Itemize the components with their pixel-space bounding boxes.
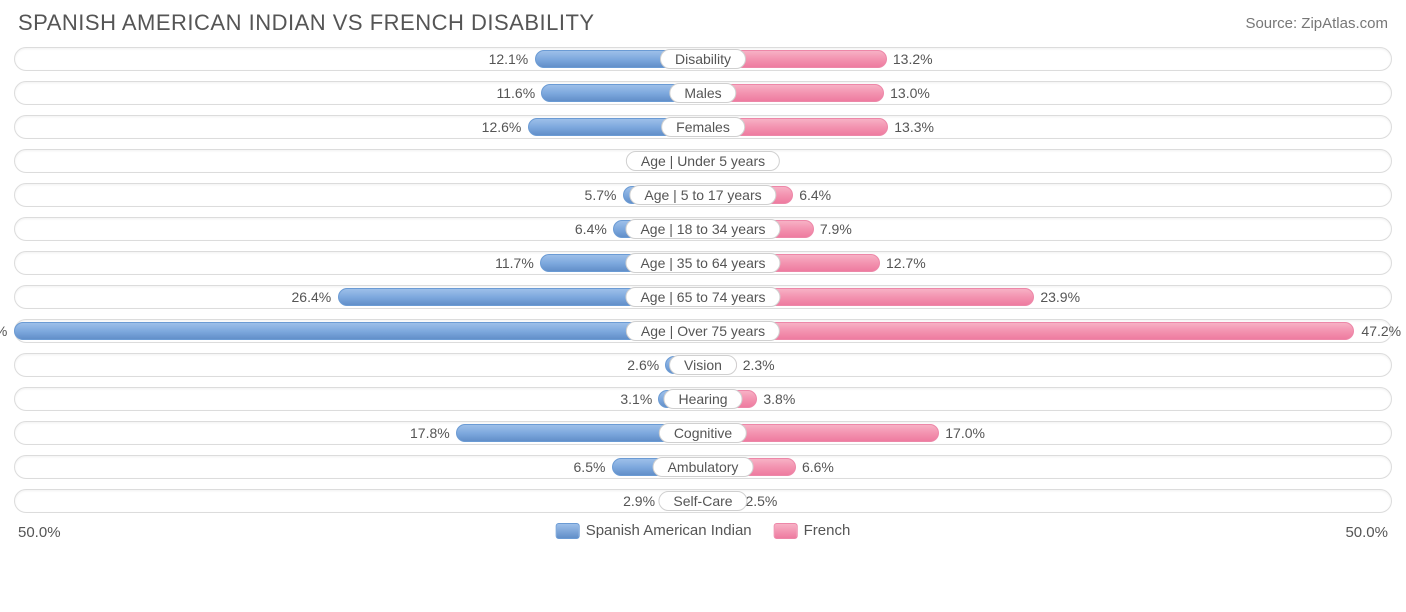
axis-max-right: 50.0%	[1345, 524, 1388, 541]
value-label-left: 17.8%	[410, 425, 450, 441]
bar-row: 12.6% 13.3% Females	[14, 112, 1392, 142]
category-label: Hearing	[663, 389, 742, 409]
value-label-left: 11.6%	[496, 85, 535, 101]
category-label: Disability	[660, 49, 746, 69]
value-label-right: 47.2%	[1361, 323, 1401, 339]
bar-row: 11.6% 13.0% Males	[14, 78, 1392, 108]
source-attribution: Source: ZipAtlas.com	[1245, 15, 1388, 32]
category-label: Vision	[669, 355, 737, 375]
bar-row: 26.4% 23.9% Age | 65 to 74 years	[14, 282, 1392, 312]
bar-row: 2.6% 2.3% Vision	[14, 350, 1392, 380]
legend-label-right: French	[804, 522, 851, 539]
value-label-left: 12.6%	[482, 119, 522, 135]
category-label: Age | Over 75 years	[626, 321, 780, 341]
bar-row: 6.4% 7.9% Age | 18 to 34 years	[14, 214, 1392, 244]
category-label: Age | 5 to 17 years	[629, 185, 776, 205]
category-label: Cognitive	[659, 423, 747, 443]
legend-item-left: Spanish American Indian	[556, 522, 752, 539]
value-label-right: 17.0%	[945, 425, 985, 441]
legend: Spanish American Indian French	[556, 522, 851, 539]
value-label-right: 2.5%	[745, 493, 777, 509]
value-label-left: 6.5%	[574, 459, 606, 475]
bar-row: 17.8% 17.0% Cognitive	[14, 418, 1392, 448]
category-label: Ambulatory	[653, 457, 754, 477]
value-label-right: 6.6%	[802, 459, 834, 475]
value-label-left: 49.9%	[0, 323, 7, 339]
category-label: Age | 18 to 34 years	[625, 219, 780, 239]
value-label-right: 6.4%	[799, 187, 831, 203]
bar-row: 11.7% 12.7% Age | 35 to 64 years	[14, 248, 1392, 278]
value-label-right: 2.3%	[743, 357, 775, 373]
value-label-left: 11.7%	[495, 255, 534, 271]
value-label-left: 12.1%	[489, 51, 529, 67]
bar-row: 5.7% 6.4% Age | 5 to 17 years	[14, 180, 1392, 210]
category-label: Age | 65 to 74 years	[625, 287, 780, 307]
value-label-right: 12.7%	[886, 255, 926, 271]
value-label-right: 13.3%	[894, 119, 934, 135]
value-label-left: 26.4%	[292, 289, 332, 305]
bar-row: 2.9% 2.5%Self-Care	[14, 486, 1392, 516]
value-label-left: 2.6%	[627, 357, 659, 373]
bar-left	[14, 322, 703, 340]
legend-swatch-blue	[556, 523, 580, 539]
value-label-right: 23.9%	[1040, 289, 1080, 305]
bar-right	[703, 322, 1354, 340]
value-label-right: 3.8%	[763, 391, 795, 407]
category-label: Self-Care	[658, 491, 747, 511]
category-label: Males	[669, 83, 736, 103]
legend-label-left: Spanish American Indian	[586, 522, 752, 539]
bar-row: 6.5% 6.6% Ambulatory	[14, 452, 1392, 482]
value-label-right: 13.0%	[890, 85, 930, 101]
category-label: Females	[661, 117, 745, 137]
value-label-right: 7.9%	[820, 221, 852, 237]
category-label: Age | 35 to 64 years	[625, 253, 780, 273]
bar-row: 1.3%1.7%Age | Under 5 years	[14, 146, 1392, 176]
value-label-left: 3.1%	[620, 391, 652, 407]
axis-max-left: 50.0%	[18, 524, 61, 541]
value-label-left: 2.9%	[623, 493, 655, 509]
legend-item-right: French	[774, 522, 851, 539]
diverging-bar-chart: 12.1% 13.2% Disability 11.6% 13.0% Males 12.6%…	[0, 44, 1406, 516]
value-label-left: 5.7%	[585, 187, 617, 203]
category-label: Age | Under 5 years	[626, 151, 780, 171]
value-label-left: 6.4%	[575, 221, 607, 237]
bar-row: 3.1% 3.8% Hearing	[14, 384, 1392, 414]
value-label-right: 13.2%	[893, 51, 933, 67]
bar-row: 12.1% 13.2% Disability	[14, 44, 1392, 74]
bar-row: 49.9%47.2%Age | Over 75 years	[14, 316, 1392, 346]
legend-swatch-pink	[774, 523, 798, 539]
chart-title: SPANISH AMERICAN INDIAN VS FRENCH DISABI…	[18, 10, 595, 36]
